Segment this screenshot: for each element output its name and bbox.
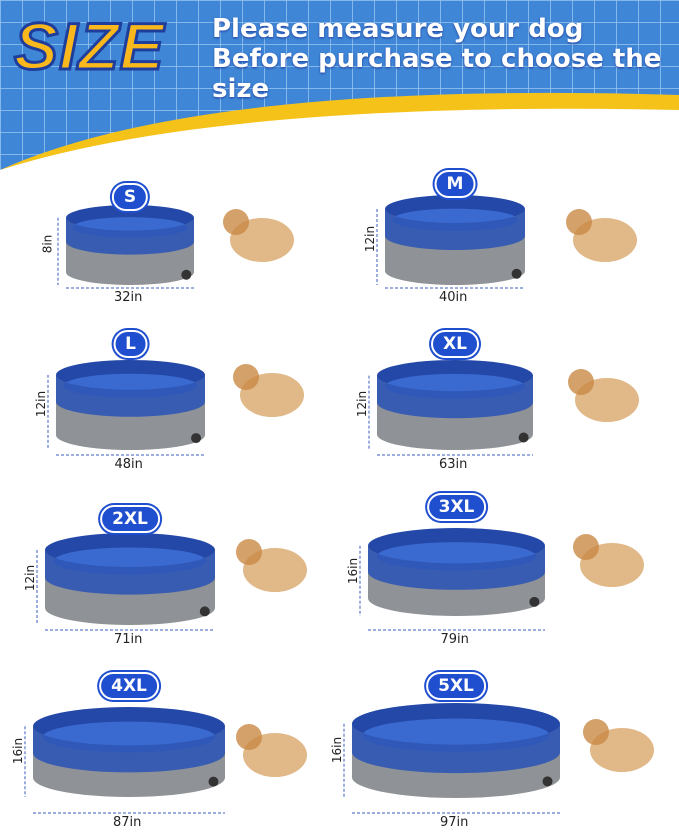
height-label: 12in (355, 390, 370, 418)
size-badge: 2XL (100, 505, 160, 533)
pool-2xl (36, 533, 215, 631)
dog-photo (583, 719, 654, 772)
dog-photo (568, 369, 639, 422)
pool-5xl (343, 703, 560, 814)
pool-m (376, 195, 525, 289)
size-badge: L (113, 330, 148, 358)
height-label: 16in (346, 557, 361, 585)
diameter-label: 97in (440, 815, 469, 830)
height-label: 8in (40, 234, 55, 254)
size-badge: XL (431, 330, 479, 358)
dog-photo (566, 209, 637, 262)
height-label: 16in (330, 736, 345, 763)
pool-background (0, 0, 679, 170)
diameter-label: 40in (439, 290, 468, 305)
dog-photo (233, 364, 304, 417)
diameter-label: 63in (439, 457, 468, 472)
pool-l (47, 360, 205, 456)
header-banner: SIZE Please measure your dog Before purc… (0, 0, 679, 170)
pool-xl (368, 360, 533, 456)
dog-photo (236, 539, 307, 592)
diameter-label: 48in (114, 457, 143, 472)
size-badge: S (111, 183, 149, 211)
size-badge: M (434, 170, 476, 198)
dog-photo (573, 534, 644, 587)
diameter-label: 32in (114, 290, 143, 305)
size-badge: 5XL (426, 672, 486, 700)
subtitle: Please measure your dog Before purchase … (212, 14, 662, 104)
title: SIZE (13, 8, 166, 85)
height-label: 12in (34, 390, 49, 418)
diameter-label: 87in (113, 815, 142, 830)
height-label: 12in (23, 564, 38, 592)
height-label: 16in (11, 737, 26, 765)
size-badge: 3XL (426, 493, 487, 521)
pool-3xl (359, 528, 545, 631)
diameter-label: 79in (440, 632, 469, 647)
diameter-label: 71in (114, 632, 143, 647)
pool-4xl (24, 707, 225, 814)
height-label: 12in (363, 225, 378, 253)
dog-photo (223, 209, 294, 262)
size-badge: 4XL (99, 672, 159, 700)
dog-photo (236, 724, 307, 777)
pool-s (57, 205, 194, 289)
